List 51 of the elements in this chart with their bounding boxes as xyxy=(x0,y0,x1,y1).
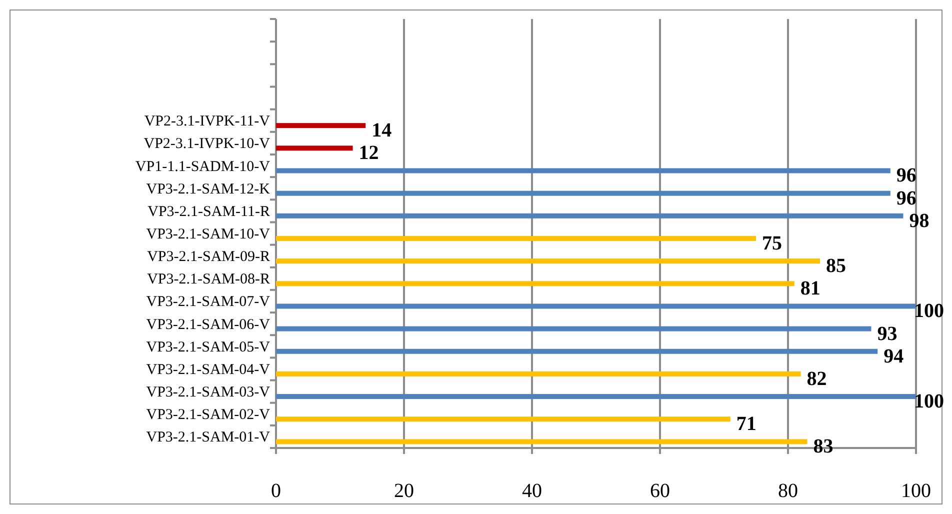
data-label: 96 xyxy=(896,187,916,210)
y-tick-label: VP2-3.1-IVPK-11-V xyxy=(144,114,270,130)
bar xyxy=(276,439,808,444)
data-label: 75 xyxy=(762,232,782,254)
x-tick-label: 40 xyxy=(522,480,542,502)
y-tick-label: VP3-2.1-SAM-12-K xyxy=(146,181,270,198)
data-label: 83 xyxy=(813,436,834,458)
x-tick-label: 0 xyxy=(271,480,281,502)
bar xyxy=(276,236,756,241)
y-tick-label: VP3-2.1-SAM-03-V xyxy=(146,384,270,401)
y-tick-label: VP2-3.1-IVPK-10-V xyxy=(144,136,270,152)
bar xyxy=(276,146,353,151)
bar xyxy=(276,213,904,218)
y-tick-label: VP3-2.1-SAM-08-R xyxy=(147,272,270,288)
x-tick-label: 80 xyxy=(778,480,798,502)
y-tick-label: VP3-2.1-SAM-02-V xyxy=(146,407,270,424)
y-tick-label: VP3-2.1-SAM-06-V xyxy=(146,316,270,333)
y-tick-label: VP3-2.1-SAM-10-V xyxy=(146,226,270,242)
y-tick-label: VP3-2.1-SAM-09-R xyxy=(147,249,270,266)
y-tick-label: VP3-2.1-SAM-04-V xyxy=(146,362,270,378)
data-label: 12 xyxy=(358,142,379,164)
data-label: 71 xyxy=(736,413,756,436)
y-tick-label: VP3-2.1-SAM-07-V xyxy=(146,294,270,310)
y-tick-label: VP3-2.1-SAM-11-R xyxy=(148,204,270,220)
data-label: 14 xyxy=(372,120,392,142)
data-label: 82 xyxy=(806,368,827,390)
bar xyxy=(276,326,872,332)
x-tick-label: 60 xyxy=(650,480,670,502)
bar xyxy=(276,371,801,376)
data-label: 93 xyxy=(877,322,898,345)
data-label: 96 xyxy=(896,164,916,187)
data-label: 85 xyxy=(826,255,846,278)
bar xyxy=(276,123,366,128)
bar xyxy=(276,168,890,174)
data-label: 98 xyxy=(909,210,930,232)
bar xyxy=(276,348,878,354)
bar xyxy=(276,304,916,309)
y-tick-label: VP1-1.1-SADM-10-V xyxy=(135,158,270,175)
bar xyxy=(276,394,916,400)
y-tick-label: VP3-2.1-SAM-01-V xyxy=(146,430,270,446)
bar xyxy=(276,281,794,286)
y-tick-label: VP3-2.1-SAM-05-V xyxy=(146,339,270,356)
data-label: 94 xyxy=(884,345,904,368)
bar xyxy=(276,190,890,196)
data-label: 100 xyxy=(914,390,944,413)
bar xyxy=(276,258,820,264)
bar xyxy=(276,416,730,422)
x-tick-label: 100 xyxy=(901,480,931,502)
data-label: 100 xyxy=(914,300,944,322)
data-label: 81 xyxy=(800,278,820,300)
x-tick-label: 20 xyxy=(394,480,414,502)
